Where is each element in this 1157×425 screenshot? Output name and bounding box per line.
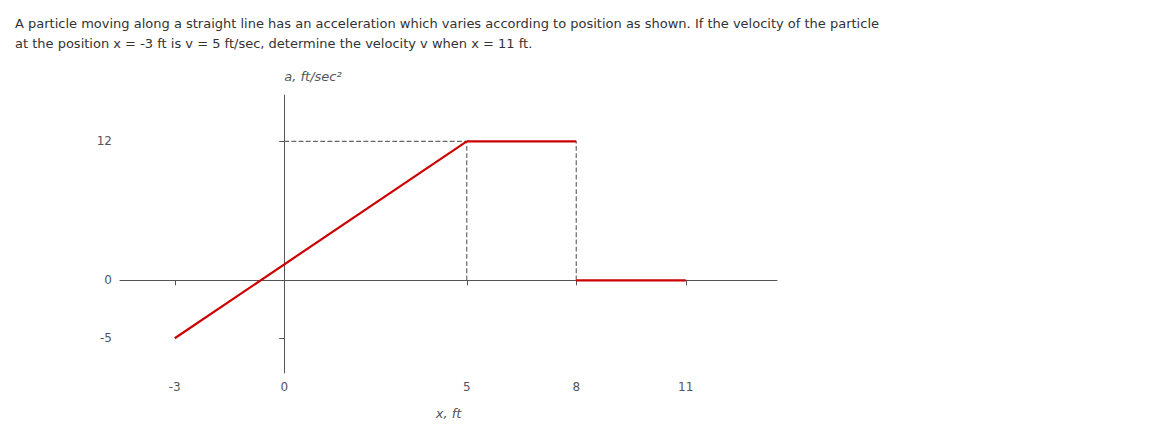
svg-text:-5: -5 xyxy=(100,331,112,345)
svg-text:0: 0 xyxy=(280,380,288,394)
svg-text:0: 0 xyxy=(104,273,112,287)
svg-text:A particle moving along a stra: A particle moving along a straight line … xyxy=(15,16,879,31)
svg-text:-3: -3 xyxy=(169,380,181,394)
svg-text:a, ft/sec²: a, ft/sec² xyxy=(284,69,341,84)
svg-text:8: 8 xyxy=(572,380,580,394)
svg-text:11: 11 xyxy=(678,380,693,394)
svg-text:5: 5 xyxy=(463,380,471,394)
svg-text:at the position x = -3 ft is v: at the position x = -3 ft is v = 5 ft/se… xyxy=(15,36,532,51)
svg-text:12: 12 xyxy=(97,134,112,148)
svg-text:x, ft: x, ft xyxy=(435,406,463,421)
